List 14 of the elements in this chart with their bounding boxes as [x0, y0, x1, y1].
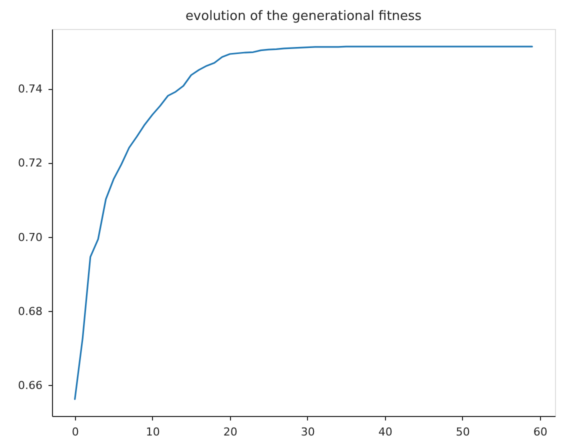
line-series — [74, 46, 533, 400]
x-tick-label: 10 — [146, 426, 160, 438]
x-tick-label: 0 — [72, 426, 79, 438]
y-tick-label: 0.74 — [18, 82, 42, 96]
x-tick-label: 50 — [456, 426, 470, 438]
y-tick-label: 0.68 — [18, 304, 42, 318]
x-tick-label: 40 — [378, 426, 392, 438]
y-tick-label: 0.72 — [18, 156, 42, 170]
x-tick-label: 30 — [300, 426, 315, 438]
x-tick-label: 20 — [223, 426, 238, 438]
chart-title: evolution of the generational fitness — [185, 9, 422, 24]
x-tick-label: 60 — [533, 426, 548, 438]
y-tick-label: 0.66 — [18, 378, 42, 392]
y-tick-label: 0.70 — [18, 230, 42, 244]
